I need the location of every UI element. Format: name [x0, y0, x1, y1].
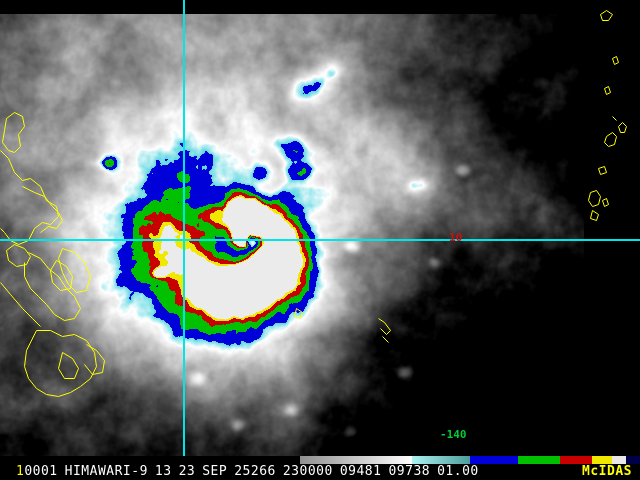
- archive-id-label: 0001: [24, 464, 58, 479]
- mcidas-brand-label: McIDAS: [582, 464, 632, 479]
- time-utc-label: 230000: [282, 464, 333, 479]
- parallel-crosshair-line: [0, 239, 640, 241]
- satellite-image-panel[interactable]: 10 -140: [0, 0, 640, 456]
- frame-number-label: 1: [16, 464, 25, 479]
- element-coordinate-label: 09738: [388, 464, 431, 479]
- ir-enhancement-colorbar: [0, 456, 640, 464]
- caption-text-group: 10001 HIMAWARI-9 13 23 SEP 25266 230000 09481 09…: [16, 464, 479, 480]
- meridian-crosshair-line: [183, 0, 185, 456]
- line-coordinate-label: 09481: [339, 464, 382, 479]
- annotation-strip: 10001 HIMAWARI-9 13 23 SEP 25266 230000 09481 09…: [0, 456, 640, 480]
- resolution-label: 01.00: [437, 464, 479, 479]
- day-label: 23: [178, 464, 196, 479]
- caption-row: 10001 HIMAWARI-9 13 23 SEP 25266 230000 09481 09…: [0, 464, 640, 480]
- lat-label-10: 10: [449, 231, 463, 244]
- month-label: SEP: [202, 464, 228, 479]
- satellite-infrared-image[interactable]: [0, 0, 640, 456]
- julian-date-label: 25266: [234, 464, 276, 479]
- satellite-name-label: HIMAWARI-9: [64, 464, 148, 479]
- band-number-label: 13: [154, 464, 172, 479]
- lon-label-minus140: -140: [440, 428, 467, 441]
